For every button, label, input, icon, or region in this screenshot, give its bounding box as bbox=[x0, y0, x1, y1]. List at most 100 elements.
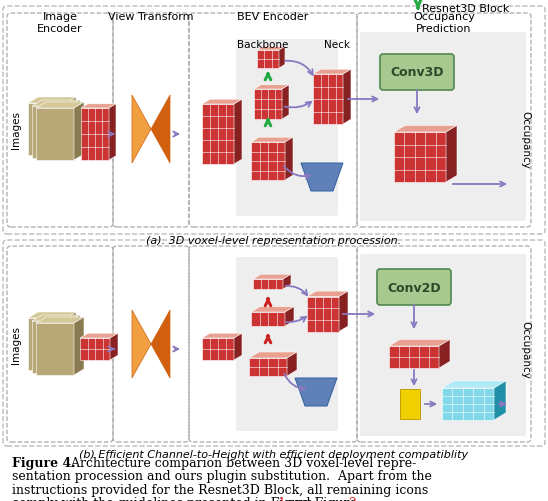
Polygon shape bbox=[109, 105, 116, 161]
Text: 2: 2 bbox=[348, 496, 356, 501]
Text: Images: Images bbox=[11, 111, 21, 149]
Text: Conv3D: Conv3D bbox=[390, 66, 444, 79]
Polygon shape bbox=[313, 75, 343, 125]
Polygon shape bbox=[257, 51, 279, 69]
Polygon shape bbox=[295, 378, 337, 406]
Polygon shape bbox=[257, 47, 285, 51]
Polygon shape bbox=[389, 346, 439, 368]
Polygon shape bbox=[81, 109, 109, 161]
FancyBboxPatch shape bbox=[236, 40, 338, 216]
Polygon shape bbox=[28, 318, 66, 370]
Polygon shape bbox=[36, 103, 84, 109]
Polygon shape bbox=[70, 101, 80, 159]
Polygon shape bbox=[251, 307, 294, 313]
Text: Conv2D: Conv2D bbox=[387, 281, 441, 294]
Polygon shape bbox=[132, 311, 151, 378]
Text: Occupancy: Occupancy bbox=[520, 111, 530, 169]
Polygon shape bbox=[32, 107, 70, 159]
Polygon shape bbox=[287, 352, 297, 376]
Polygon shape bbox=[400, 389, 420, 419]
Polygon shape bbox=[151, 311, 170, 378]
Text: instructions provided for the Resnet3D Block, all remaining icons: instructions provided for the Resnet3D B… bbox=[12, 483, 428, 496]
FancyBboxPatch shape bbox=[360, 255, 526, 436]
Polygon shape bbox=[151, 96, 170, 164]
Text: Resnet3D Block: Resnet3D Block bbox=[422, 4, 510, 14]
Polygon shape bbox=[442, 381, 506, 388]
Polygon shape bbox=[283, 275, 291, 290]
Polygon shape bbox=[442, 388, 494, 420]
FancyBboxPatch shape bbox=[360, 33, 526, 221]
Polygon shape bbox=[74, 317, 84, 375]
Text: (b) Efficient Channel-to-Height with efficient deployment compatiblity: (b) Efficient Channel-to-Height with eff… bbox=[79, 449, 469, 459]
Polygon shape bbox=[74, 103, 84, 161]
Polygon shape bbox=[439, 340, 450, 368]
Polygon shape bbox=[307, 292, 348, 297]
Polygon shape bbox=[282, 86, 289, 120]
FancyBboxPatch shape bbox=[380, 55, 454, 91]
Polygon shape bbox=[394, 133, 446, 183]
Text: comply with the guidelines presented in Figure: comply with the guidelines presented in … bbox=[12, 496, 317, 501]
Polygon shape bbox=[81, 105, 116, 109]
Polygon shape bbox=[494, 381, 506, 420]
Polygon shape bbox=[285, 307, 294, 326]
Polygon shape bbox=[313, 70, 351, 75]
Polygon shape bbox=[202, 334, 242, 338]
Text: .: . bbox=[354, 496, 358, 501]
Text: sentation procession and ours plugin substitution.  Apart from the: sentation procession and ours plugin sub… bbox=[12, 469, 432, 482]
Polygon shape bbox=[249, 358, 287, 376]
Polygon shape bbox=[70, 315, 80, 373]
Text: Occupancy
Prediction: Occupancy Prediction bbox=[413, 12, 475, 34]
Text: View Transform: View Transform bbox=[109, 12, 194, 22]
Text: Images: Images bbox=[11, 325, 21, 363]
Polygon shape bbox=[254, 86, 289, 90]
Polygon shape bbox=[28, 98, 76, 104]
Text: Backbone: Backbone bbox=[237, 40, 289, 50]
Polygon shape bbox=[202, 100, 242, 105]
Polygon shape bbox=[234, 334, 242, 360]
Text: Occupancy: Occupancy bbox=[520, 321, 530, 378]
Polygon shape bbox=[32, 101, 80, 107]
Polygon shape bbox=[446, 126, 457, 183]
Polygon shape bbox=[251, 143, 285, 181]
Polygon shape bbox=[251, 138, 293, 143]
Polygon shape bbox=[202, 105, 234, 165]
Polygon shape bbox=[253, 280, 283, 290]
Polygon shape bbox=[66, 313, 76, 370]
Polygon shape bbox=[110, 334, 118, 360]
Polygon shape bbox=[307, 297, 339, 332]
Text: Neck: Neck bbox=[324, 40, 350, 50]
Polygon shape bbox=[253, 275, 291, 280]
Polygon shape bbox=[28, 313, 76, 318]
FancyBboxPatch shape bbox=[377, 270, 451, 306]
Text: Figure 4.: Figure 4. bbox=[12, 456, 76, 469]
Polygon shape bbox=[249, 352, 297, 358]
Text: (a). 3D voxel-level representation procession.: (a). 3D voxel-level representation proce… bbox=[146, 235, 402, 245]
Polygon shape bbox=[202, 338, 234, 360]
Polygon shape bbox=[339, 292, 348, 332]
Text: Architecture comparion between 3D voxel-level repre-: Architecture comparion between 3D voxel-… bbox=[63, 456, 416, 469]
Polygon shape bbox=[32, 315, 80, 321]
Polygon shape bbox=[251, 313, 285, 326]
Text: BEV Encoder: BEV Encoder bbox=[237, 12, 309, 22]
Polygon shape bbox=[234, 100, 242, 165]
Text: and Figure: and Figure bbox=[283, 496, 361, 501]
Polygon shape bbox=[279, 47, 285, 69]
Polygon shape bbox=[132, 96, 151, 164]
Polygon shape bbox=[301, 164, 343, 191]
Polygon shape bbox=[285, 138, 293, 181]
Polygon shape bbox=[32, 321, 70, 373]
Polygon shape bbox=[254, 90, 282, 120]
Polygon shape bbox=[343, 70, 351, 125]
Polygon shape bbox=[66, 98, 76, 156]
Polygon shape bbox=[28, 104, 66, 156]
Text: Image
Encoder: Image Encoder bbox=[37, 12, 83, 34]
Polygon shape bbox=[80, 338, 110, 360]
Polygon shape bbox=[394, 126, 457, 133]
FancyBboxPatch shape bbox=[236, 258, 338, 431]
Text: 1: 1 bbox=[277, 496, 285, 501]
Polygon shape bbox=[36, 109, 74, 161]
Polygon shape bbox=[389, 340, 450, 346]
Polygon shape bbox=[80, 334, 118, 338]
Polygon shape bbox=[36, 317, 84, 323]
Polygon shape bbox=[36, 323, 74, 375]
